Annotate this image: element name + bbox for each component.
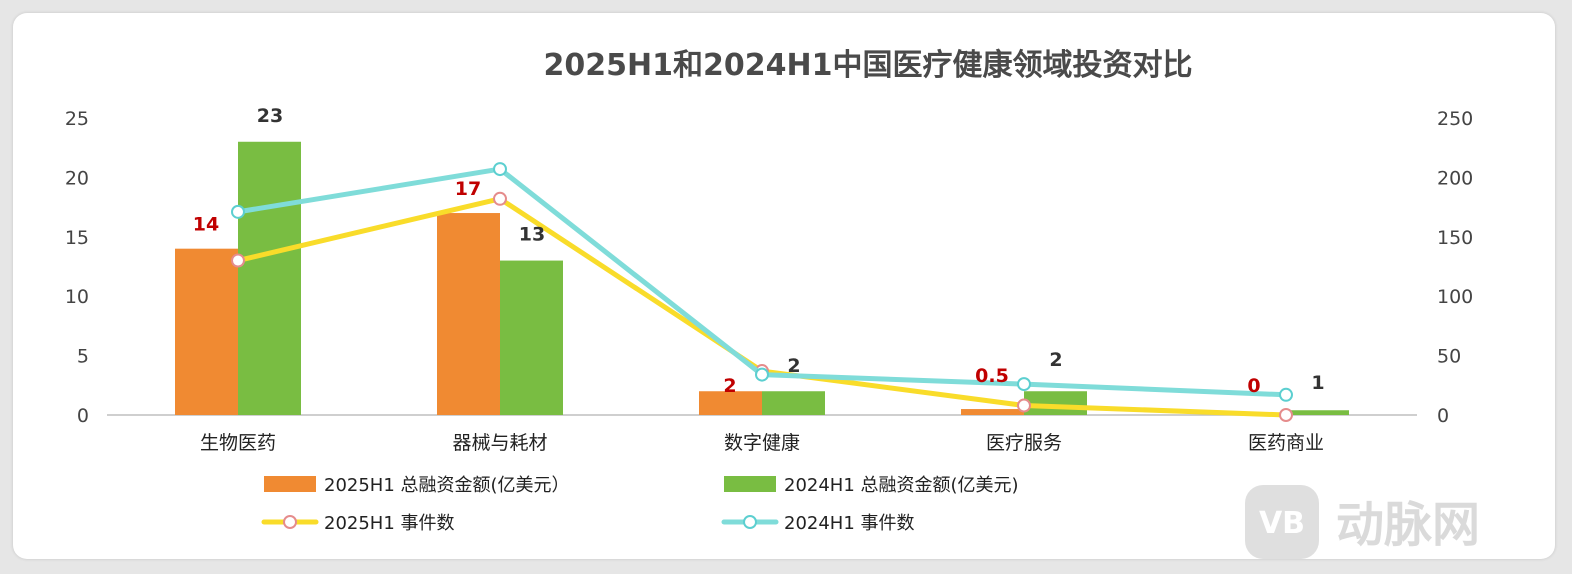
y-right-tick-label: 250 <box>1437 108 1473 130</box>
x-category-label: 数字健康 <box>724 432 800 454</box>
x-category-label: 医疗服务 <box>986 432 1062 454</box>
line-point <box>493 191 507 206</box>
y-left-tick-label: 5 <box>77 346 89 368</box>
line-point <box>1279 408 1293 422</box>
line-point <box>231 204 245 219</box>
legend-label: 2024H1 总融资金额(亿美元) <box>784 475 1019 496</box>
bar <box>1286 410 1349 415</box>
y-right-tick-label: 200 <box>1437 167 1473 189</box>
legend-swatch <box>724 476 776 492</box>
watermark-logo-text: VB <box>1259 506 1305 541</box>
bar <box>238 141 301 415</box>
legend-item: 2025H1 事件数 <box>261 513 455 534</box>
legend-label: 2025H1 事件数 <box>324 513 455 534</box>
bar <box>437 213 500 415</box>
legend-item: 2025H1 总融资金额(亿美元） <box>264 475 570 496</box>
y-left-tick-label: 0 <box>77 405 89 427</box>
bar <box>961 409 1024 415</box>
data-label: 2 <box>1049 349 1062 371</box>
legend-label: 2025H1 总融资金额(亿美元） <box>324 475 570 496</box>
bar <box>1024 391 1087 415</box>
legend-marker <box>283 515 297 529</box>
data-label: 2 <box>787 355 800 377</box>
data-label: 23 <box>257 105 283 127</box>
watermark-text: 动脉网 <box>1336 497 1480 553</box>
legend-marker <box>743 515 757 529</box>
bar <box>762 391 825 415</box>
series-line <box>235 196 1289 418</box>
y-right-tick-label: 50 <box>1437 346 1461 368</box>
data-label: 1 <box>1311 372 1324 394</box>
y-left-tick-label: 20 <box>65 167 89 189</box>
line-point <box>1017 398 1031 413</box>
legend-item: 2024H1 总融资金额(亿美元) <box>724 475 1019 496</box>
y-left-tick-label: 25 <box>65 108 89 130</box>
watermark: VB 动脉网 <box>1245 485 1480 559</box>
y-right-tick-label: 150 <box>1437 227 1473 249</box>
x-category-label: 生物医药 <box>200 432 276 454</box>
data-label: 14 <box>193 214 219 236</box>
data-label: 0 <box>1247 375 1260 397</box>
legend-item: 2024H1 事件数 <box>721 513 915 534</box>
bar <box>699 391 762 415</box>
line-point <box>493 162 507 177</box>
x-category-label: 器械与耗材 <box>452 432 547 454</box>
data-label: 17 <box>455 178 481 200</box>
line-point <box>1279 387 1293 402</box>
y-right-tick-label: 0 <box>1437 405 1449 427</box>
data-label: 13 <box>519 224 545 246</box>
line-point <box>755 367 769 382</box>
y-right-tick-label: 100 <box>1437 286 1473 308</box>
legend-label: 2024H1 事件数 <box>784 513 915 534</box>
y-left-tick-label: 15 <box>65 227 89 249</box>
data-label: 0.5 <box>975 365 1009 387</box>
y-left-tick-label: 10 <box>65 286 89 308</box>
x-category-label: 医药商业 <box>1248 432 1324 454</box>
bar <box>175 248 238 415</box>
series-line <box>235 166 1289 398</box>
line-point <box>231 253 245 268</box>
chart-title: 2025H1和2024H1中国医疗健康领域投资对比 <box>544 48 1193 83</box>
data-label: 2 <box>723 375 736 397</box>
watermark-logo-icon <box>1245 485 1319 559</box>
bar <box>500 260 563 415</box>
line-point <box>1017 377 1031 392</box>
legend-swatch <box>264 476 316 492</box>
